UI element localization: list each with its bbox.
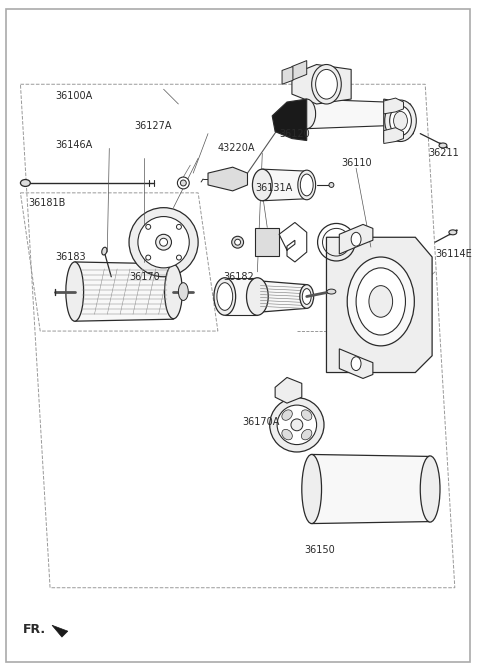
Ellipse shape xyxy=(179,282,188,301)
Ellipse shape xyxy=(329,183,334,187)
Polygon shape xyxy=(307,99,386,129)
Ellipse shape xyxy=(129,207,198,276)
Ellipse shape xyxy=(214,278,236,315)
Text: 36131A: 36131A xyxy=(255,183,293,193)
Ellipse shape xyxy=(300,174,313,196)
Polygon shape xyxy=(225,278,257,315)
Ellipse shape xyxy=(298,99,316,129)
Polygon shape xyxy=(339,224,373,254)
Ellipse shape xyxy=(291,419,303,431)
Ellipse shape xyxy=(180,180,186,186)
Ellipse shape xyxy=(160,238,168,246)
Ellipse shape xyxy=(316,69,337,99)
Polygon shape xyxy=(384,98,404,114)
Polygon shape xyxy=(312,454,430,523)
Polygon shape xyxy=(275,378,302,403)
Ellipse shape xyxy=(302,289,311,305)
Ellipse shape xyxy=(138,217,189,268)
Ellipse shape xyxy=(282,410,292,420)
Ellipse shape xyxy=(356,268,406,335)
Text: 43220A: 43220A xyxy=(218,144,255,154)
Ellipse shape xyxy=(312,64,341,104)
Polygon shape xyxy=(262,169,307,201)
Polygon shape xyxy=(257,280,307,312)
Ellipse shape xyxy=(351,357,361,370)
Bar xyxy=(255,228,279,256)
Ellipse shape xyxy=(351,232,361,246)
Polygon shape xyxy=(282,66,293,85)
Ellipse shape xyxy=(394,111,408,130)
Ellipse shape xyxy=(384,100,416,142)
Polygon shape xyxy=(272,99,307,140)
Polygon shape xyxy=(52,625,68,637)
Text: 36127A: 36127A xyxy=(134,121,171,131)
Ellipse shape xyxy=(301,429,312,440)
Ellipse shape xyxy=(390,106,411,136)
Ellipse shape xyxy=(102,247,107,255)
Ellipse shape xyxy=(247,278,268,315)
Ellipse shape xyxy=(420,456,440,522)
Ellipse shape xyxy=(252,169,272,201)
Text: 36211: 36211 xyxy=(428,148,459,158)
Ellipse shape xyxy=(178,177,189,189)
Ellipse shape xyxy=(439,143,447,148)
Ellipse shape xyxy=(165,264,182,319)
Polygon shape xyxy=(292,64,351,104)
Ellipse shape xyxy=(146,255,151,260)
Text: 36181B: 36181B xyxy=(28,198,66,208)
Polygon shape xyxy=(384,99,415,142)
Ellipse shape xyxy=(156,234,171,250)
Text: FR.: FR. xyxy=(23,623,46,635)
Ellipse shape xyxy=(301,410,312,420)
Ellipse shape xyxy=(282,429,292,440)
Ellipse shape xyxy=(369,286,393,317)
Text: 36114E: 36114E xyxy=(435,249,472,259)
Polygon shape xyxy=(292,60,307,81)
Text: 36183: 36183 xyxy=(55,252,85,262)
Text: 36120: 36120 xyxy=(279,129,310,139)
Ellipse shape xyxy=(177,224,181,229)
Polygon shape xyxy=(208,167,248,191)
Ellipse shape xyxy=(235,240,240,245)
Ellipse shape xyxy=(177,255,181,260)
Text: 36170A: 36170A xyxy=(242,417,280,427)
Ellipse shape xyxy=(298,170,316,200)
Polygon shape xyxy=(384,127,404,144)
Ellipse shape xyxy=(300,285,313,309)
Ellipse shape xyxy=(327,289,336,294)
Text: 36150: 36150 xyxy=(305,546,336,555)
Ellipse shape xyxy=(217,282,233,310)
Ellipse shape xyxy=(146,224,151,229)
Ellipse shape xyxy=(66,262,84,321)
Ellipse shape xyxy=(270,398,324,452)
Ellipse shape xyxy=(347,257,414,346)
Text: 36170: 36170 xyxy=(129,272,160,282)
Polygon shape xyxy=(339,349,373,378)
Ellipse shape xyxy=(21,180,30,187)
Text: 36182: 36182 xyxy=(223,272,253,282)
Text: 36110: 36110 xyxy=(341,158,372,168)
Ellipse shape xyxy=(302,454,322,523)
Polygon shape xyxy=(326,238,432,372)
Polygon shape xyxy=(75,262,173,321)
Text: 36100A: 36100A xyxy=(55,91,92,101)
Ellipse shape xyxy=(449,230,457,235)
Ellipse shape xyxy=(232,236,243,248)
Text: 36146A: 36146A xyxy=(55,140,92,150)
Ellipse shape xyxy=(277,405,317,445)
